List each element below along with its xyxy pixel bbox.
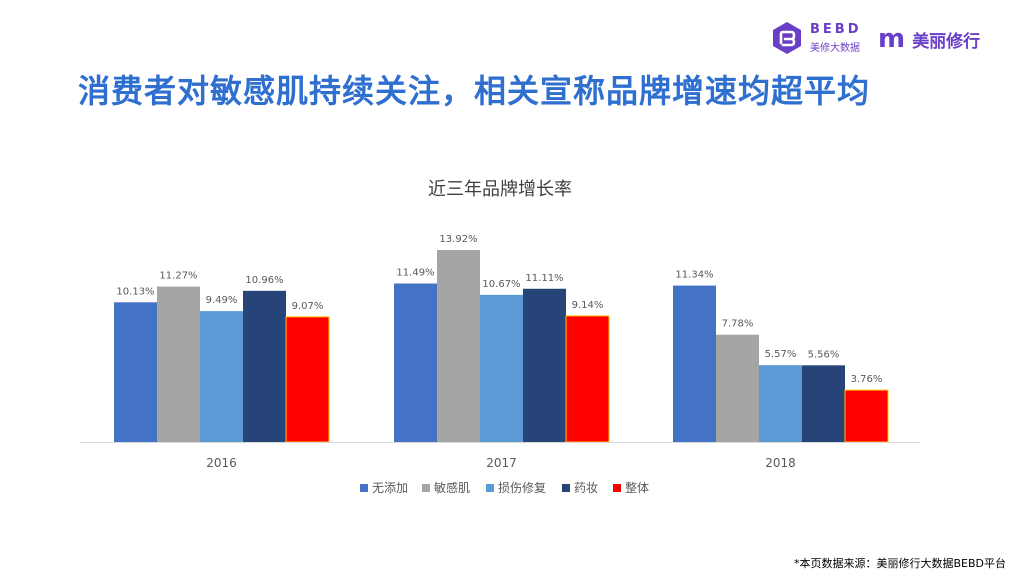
data-label-2018-4: 3.76% [851,374,883,385]
data-label-2016-2: 9.49% [206,295,238,306]
legend-swatch-1 [422,484,430,492]
data-label-2017-1: 13.92% [439,234,477,245]
bar-2016-1 [157,286,200,442]
legend-label-3: 药妆 [574,481,598,495]
bar-2016-4 [285,316,330,443]
data-label-2017-4: 9.14% [572,300,604,311]
x-tick-label-2016: 2016 [206,456,237,470]
data-label-2017-2: 10.67% [482,279,520,290]
bar-2018-2 [759,365,802,442]
bar-2017-2 [480,294,523,442]
bar-2018-1 [716,334,759,442]
legend-swatch-4 [613,484,621,492]
legend-label-0: 无添加 [372,481,408,495]
bebd-wordmark: BEBD [810,22,862,37]
bebd-logo: BEBD 美修大数据 [770,20,870,56]
bebd-hexagon-icon [773,22,801,54]
legend-swatch-0 [360,484,368,492]
bar-2018-3 [802,365,845,442]
meilixiuxing-name: 美丽修行 [912,31,981,52]
legend-label-1: 敏感肌 [434,480,470,495]
meilixiuxing-mark: m [878,24,906,54]
meilixiuxing-logo: m 美丽修行 [878,26,980,54]
data-label-2016-0: 10.13% [116,286,154,297]
legend-label-2: 损伤修复 [498,480,546,495]
data-label-2016-4: 9.07% [292,301,324,312]
bar-2018-4 [844,389,889,443]
bar-2017-1 [437,250,480,442]
legend-swatch-3 [562,484,570,492]
bar-2017-3 [523,288,566,442]
bar-2016-2 [200,311,243,442]
bar-2018-0 [673,285,716,442]
data-label-2017-3: 11.11% [525,273,563,284]
bar-2016-3 [243,290,286,442]
data-label-2018-0: 11.34% [675,270,713,281]
data-label-2016-3: 10.96% [245,275,283,286]
page-headline: 消费者对敏感肌持续关注，相关宣称品牌增速均超平均 [78,72,871,110]
data-label-2018-1: 7.78% [722,319,754,330]
data-label-2018-2: 5.57% [765,349,797,360]
legend-label-4: 整体 [625,480,649,495]
x-tick-label-2017: 2017 [486,456,517,470]
chart-title: 近三年品牌增长率 [428,179,572,200]
x-tick-label-2018: 2018 [765,456,796,470]
bar-2017-0 [394,283,437,442]
bar-2016-0 [114,302,157,442]
bebd-subtitle: 美修大数据 [810,43,860,54]
data-label-2017-0: 11.49% [396,268,434,279]
bar-2017-4 [565,315,610,443]
data-label-2016-1: 11.27% [159,271,197,282]
data-label-2018-3: 5.56% [808,349,840,360]
data-source-note: *本页数据来源：美丽修行大数据BEBD平台 [793,557,1006,570]
legend-swatch-2 [486,484,494,492]
